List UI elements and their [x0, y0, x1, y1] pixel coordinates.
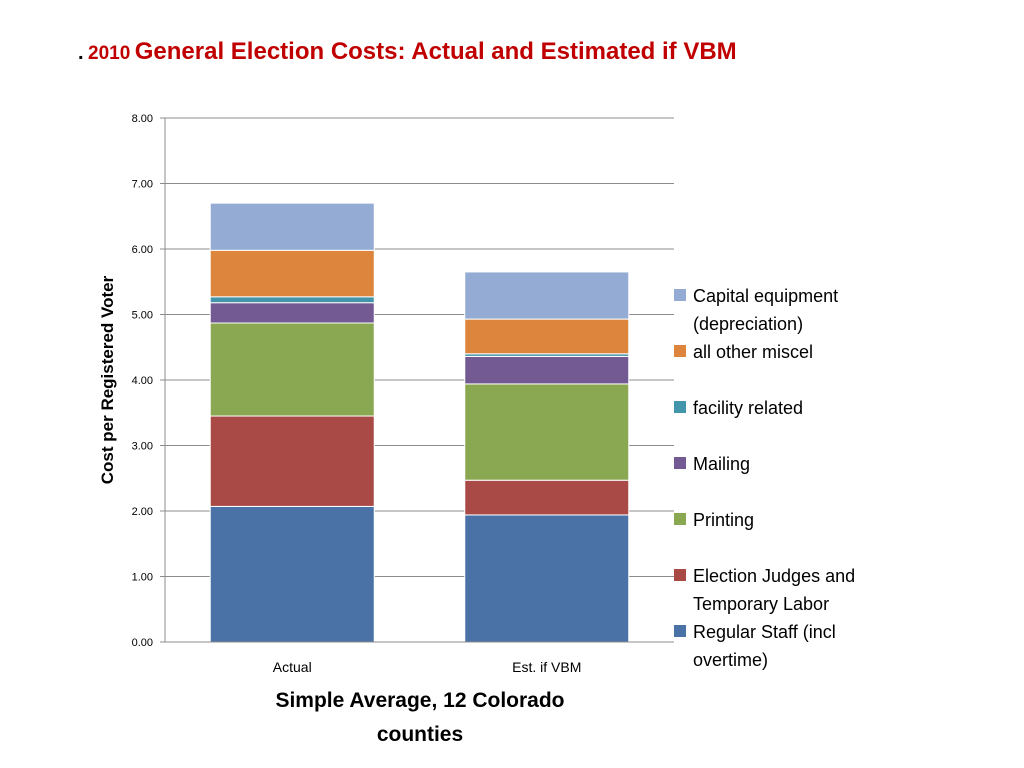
bar-segment [464, 271, 630, 320]
legend-label: Capital equipment (depreciation) [693, 286, 839, 334]
legend-label: Election Judges and Temporary Labor [693, 566, 856, 614]
legend-item: facility related [674, 394, 904, 422]
bar-segment [464, 383, 630, 481]
title-prefix: . [78, 42, 84, 64]
y-tick-label: 4.00 [132, 375, 153, 387]
title-year: 2010 [88, 43, 131, 64]
bar-segment [209, 202, 375, 251]
legend-swatch [674, 401, 686, 413]
legend-swatch [674, 457, 686, 469]
bar-segment [464, 355, 630, 385]
y-axis-title: Cost per Registered Voter [98, 275, 117, 485]
y-tick-label: 3.00 [132, 441, 153, 453]
legend-swatch [674, 569, 686, 581]
y-tick-label: 2.00 [132, 506, 153, 518]
legend-swatch [674, 513, 686, 525]
legend-label: all other miscel [693, 342, 814, 362]
x-tick-label: Actual [273, 659, 312, 675]
bar-segment [209, 302, 375, 324]
legend-label: Regular Staff (incl overtime) [693, 622, 836, 670]
legend-swatch [674, 625, 686, 637]
legend-item: Election Judges and Temporary Labor [674, 562, 904, 618]
legend-label: Printing [693, 510, 755, 530]
bar-segment [464, 318, 630, 355]
title-main: General Election Costs: Actual and Estim… [134, 38, 737, 65]
y-tick-label: 1.00 [132, 572, 153, 584]
legend-item: all other miscel [674, 338, 904, 366]
y-tick-label: 7.00 [132, 179, 153, 191]
legend-item: Printing [674, 506, 904, 534]
chart-title: . 2010 General Election Costs: Actual an… [78, 38, 978, 66]
chart-legend: Capital equipment (depreciation) all othe… [674, 282, 904, 674]
y-tick-label: 5.00 [132, 310, 153, 322]
bar-segment [209, 249, 375, 298]
legend-item: Capital equipment (depreciation) [674, 282, 904, 338]
x-axis-title: Simple Average, 12 Colorado counties [275, 689, 565, 746]
legend-label: Mailing [693, 454, 751, 474]
y-tick-label: 0.00 [132, 637, 153, 649]
bar-segment [209, 415, 375, 507]
y-tick-label: 8.00 [132, 113, 153, 125]
legend-swatch [674, 289, 686, 301]
legend-swatch [674, 345, 686, 357]
x-tick-label: Est. if VBM [512, 659, 581, 675]
bar-segment [209, 505, 375, 643]
bar-segment [464, 514, 630, 643]
legend-label: facility related [693, 398, 804, 418]
bar-segment [209, 296, 375, 304]
bar-segment [464, 479, 630, 516]
legend-item: Regular Staff (incl overtime) [674, 618, 904, 674]
y-tick-label: 6.00 [132, 244, 153, 256]
bar-segment [209, 322, 375, 417]
legend-item: Mailing [674, 450, 904, 478]
